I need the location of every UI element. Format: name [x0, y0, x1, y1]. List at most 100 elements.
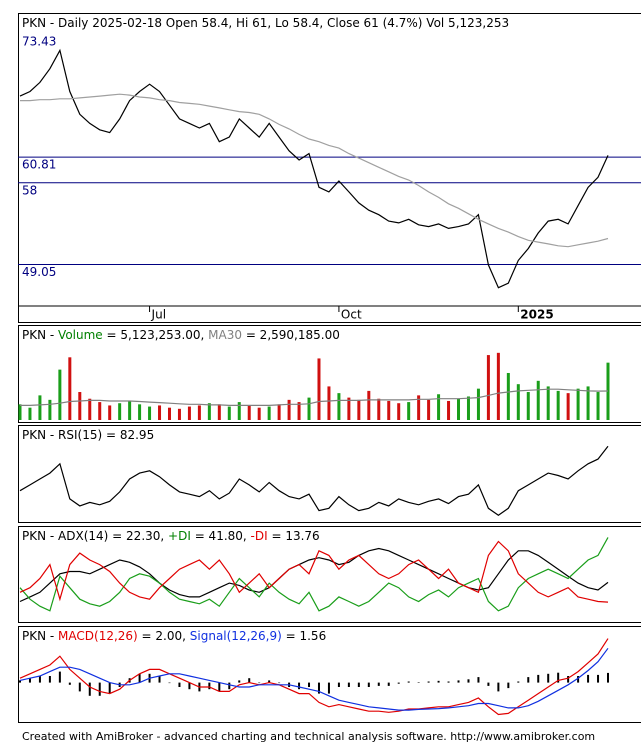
volume-bar [68, 357, 72, 420]
volume-bar [307, 397, 311, 420]
volume-bar [397, 403, 401, 420]
histogram-bar [298, 682, 301, 690]
x-tick-label: 2025 [520, 308, 553, 322]
histogram-bar [607, 672, 609, 683]
histogram-bar [228, 682, 231, 690]
histogram-bar [557, 672, 560, 683]
volume-bar [158, 405, 162, 420]
pane-frame [18, 325, 641, 423]
histogram-bar [587, 674, 590, 683]
histogram-bar [278, 682, 281, 684]
histogram-bar [397, 682, 400, 684]
volume-bar [327, 386, 331, 420]
volume-bar [297, 402, 301, 420]
volume-bar [347, 397, 351, 420]
histogram-bar [417, 682, 420, 683]
max-label: 73.43 [22, 34, 56, 48]
histogram-bar [158, 676, 161, 683]
pane-title: PKN - RSI(15) = 82.95 [22, 428, 154, 442]
histogram-bar [317, 682, 320, 694]
title-part: = 22.30, [108, 529, 168, 543]
title-part: = 41.80, [191, 529, 251, 543]
volume-bar [566, 393, 570, 420]
histogram-bar [168, 682, 171, 684]
pane-title: PKN - Daily 2025-02-18 Open 58.4, Hi 61,… [22, 16, 509, 30]
volume-bar [536, 380, 540, 420]
histogram-bar [238, 680, 241, 683]
histogram-bar [487, 682, 490, 686]
series-line [19, 638, 609, 716]
volume-bar [217, 404, 221, 420]
histogram-bar [427, 681, 430, 683]
pane-title: PKN - MACD(12,26) = 2.00, Signal(12,26,9… [22, 629, 326, 643]
histogram-bar [387, 682, 390, 686]
volume-bar [227, 406, 231, 420]
histogram-bar [337, 682, 340, 687]
series-line [19, 547, 609, 603]
title-part: ADX(14) [58, 529, 108, 543]
volume-bar [88, 398, 92, 420]
histogram-bar [577, 676, 580, 683]
histogram-bar [477, 677, 480, 683]
histogram-bar [527, 677, 530, 683]
volume-bar [556, 390, 560, 420]
volume-bar [417, 395, 421, 420]
histogram-bar [547, 673, 550, 683]
volume-bar [407, 402, 411, 420]
histogram-bar [367, 682, 370, 687]
histogram-bar [218, 682, 221, 692]
histogram-bar [597, 674, 600, 683]
pane-title: PKN - Volume = 5,123,253.00, MA30 = 2,59… [22, 328, 340, 342]
title-part: Signal(12,26,9) [190, 629, 282, 643]
level-label: 58 [22, 183, 37, 197]
histogram-bar [377, 682, 380, 686]
level-label: 49.05 [22, 265, 56, 279]
histogram-bar [138, 673, 141, 683]
volume-bar [108, 405, 112, 420]
title-part: +DI [168, 529, 191, 543]
volume-bar [38, 395, 42, 420]
volume-bar [377, 398, 381, 420]
volume-bar [317, 358, 321, 420]
pane-frame [18, 13, 641, 323]
histogram-bar [308, 682, 311, 687]
volume-bar [496, 352, 500, 420]
volume-bar [337, 393, 341, 420]
volume-bar [277, 404, 281, 420]
title-part: PKN - RSI(15) = 82.95 [22, 428, 154, 442]
histogram-bar [28, 678, 31, 683]
pane-title: PKN - ADX(14) = 22.30, +DI = 41.80, -DI … [22, 529, 320, 543]
title-part: PKN - Daily 2025-02-18 Open 58.4, Hi 61,… [22, 16, 509, 30]
histogram-bar [347, 682, 350, 687]
volume-bar [516, 384, 520, 420]
title-part: PKN - [22, 629, 58, 643]
volume-bar [207, 403, 211, 420]
pane-frame [18, 526, 641, 623]
title-part: = 2,590,185.00 [242, 328, 340, 342]
title-part: PKN - [22, 328, 58, 342]
volume-bar [98, 402, 102, 420]
x-tick-label: Jul [151, 308, 166, 322]
level-label: 60.81 [22, 158, 56, 172]
histogram-bar [38, 676, 41, 683]
histogram-bar [457, 680, 460, 683]
volume-bar [596, 392, 600, 420]
footer: Created with AmiBroker - advanced charti… [22, 730, 595, 743]
histogram-bar [188, 682, 191, 690]
volume-bar [357, 399, 361, 420]
title-part: = 2.00, [138, 629, 190, 643]
volume-bar [167, 407, 171, 420]
title-part: MACD(12,26) [58, 629, 138, 643]
histogram-bar [108, 682, 111, 694]
volume-bar [486, 355, 490, 420]
histogram-bar [19, 680, 21, 683]
histogram-bar [437, 680, 440, 683]
volume-bar [187, 406, 191, 420]
title-part: MA30 [208, 328, 242, 342]
volume-bar [526, 392, 530, 420]
title-part: = 1.56 [282, 629, 326, 643]
volume-bar [18, 404, 22, 420]
volume-bar [267, 406, 271, 420]
volume-bar [457, 398, 461, 420]
